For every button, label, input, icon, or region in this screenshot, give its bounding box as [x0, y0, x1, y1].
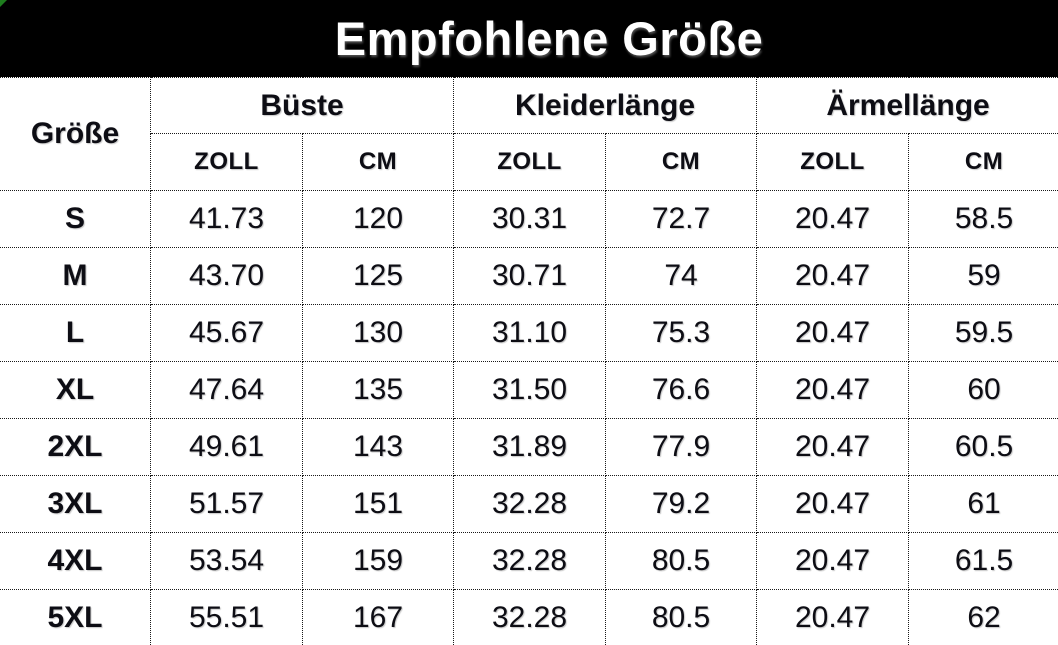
table-cell: 20.47 — [756, 247, 910, 305]
unit-header-aermellaenge-zoll: ZOLL — [756, 133, 910, 191]
table-cell: 125 — [301, 247, 455, 305]
unit-header-aermellaenge-cm: CM — [908, 133, 1058, 191]
table-cell: 151 — [301, 475, 455, 533]
unit-header-bueste-cm: CM — [301, 133, 455, 191]
table-row-l: L 45.67 130 31.10 75.3 20.47 59.5 — [0, 304, 1058, 362]
table-cell: 31.50 — [453, 361, 607, 419]
table-cell: 20.47 — [756, 361, 910, 419]
table-cell: 49.61 — [150, 418, 303, 476]
table-cell: 32.28 — [453, 589, 607, 645]
table-cell: 59.5 — [908, 304, 1058, 362]
title-bar: Empfohlene Größe — [0, 0, 1058, 77]
table-row-5xl: 5XL 55.51 167 32.28 80.5 20.47 62 — [0, 589, 1058, 645]
size-label: S — [0, 190, 151, 248]
table-cell: 47.64 — [150, 361, 303, 419]
table-cell: 80.5 — [605, 532, 758, 590]
size-label: XL — [0, 361, 151, 419]
table-cell: 120 — [301, 190, 455, 248]
table-cell: 61 — [908, 475, 1058, 533]
table-row-4xl: 4XL 53.54 159 32.28 80.5 20.47 61.5 — [0, 532, 1058, 590]
table-cell: 30.71 — [453, 247, 607, 305]
table-cell: 53.54 — [150, 532, 303, 590]
table-cell: 31.10 — [453, 304, 607, 362]
table-cell: 20.47 — [756, 589, 910, 645]
table-cell: 20.47 — [756, 475, 910, 533]
size-label: L — [0, 304, 151, 362]
table-unit-header-row: ZOLL CM ZOLL CM ZOLL CM — [0, 133, 1058, 191]
table-cell: 45.67 — [150, 304, 303, 362]
table-row-xl: XL 47.64 135 31.50 76.6 20.47 60 — [0, 361, 1058, 419]
table-cell: 20.47 — [756, 304, 910, 362]
table-cell: 76.6 — [605, 361, 758, 419]
column-group-bueste: Büste — [149, 77, 455, 134]
table-cell: 75.3 — [605, 304, 758, 362]
table-cell: 20.47 — [756, 418, 910, 476]
table-cell: 80.5 — [605, 589, 758, 645]
table-cell: 74 — [605, 247, 758, 305]
table-group-header-row: Größe Büste Kleiderlänge Ärmellänge — [0, 77, 1058, 191]
table-cell: 62 — [908, 589, 1058, 645]
table-cell: 20.47 — [756, 190, 910, 248]
size-label: 5XL — [0, 589, 151, 645]
table-cell: 130 — [301, 304, 455, 362]
table-cell: 20.47 — [756, 532, 910, 590]
table-cell: 30.31 — [453, 190, 607, 248]
table-cell: 41.73 — [150, 190, 303, 248]
column-group-aermellaenge: Ärmellänge — [756, 77, 1058, 134]
table-cell: 77.9 — [605, 418, 758, 476]
size-label: 2XL — [0, 418, 151, 476]
unit-header-kleiderlaenge-cm: CM — [605, 133, 758, 191]
column-header-size: Größe — [0, 77, 151, 191]
table-cell: 143 — [301, 418, 455, 476]
table-cell: 32.28 — [453, 532, 607, 590]
column-group-kleiderlaenge: Kleiderlänge — [453, 77, 758, 134]
size-table: Größe Büste Kleiderlänge Ärmellänge ZOLL… — [0, 77, 1058, 645]
corner-accent-triangle — [0, 0, 7, 7]
size-label: 4XL — [0, 532, 151, 590]
table-row-s: S 41.73 120 30.31 72.7 20.47 58.5 — [0, 190, 1058, 248]
table-cell: 61.5 — [908, 532, 1058, 590]
table-cell: 59 — [908, 247, 1058, 305]
table-cell: 159 — [301, 532, 455, 590]
table-cell: 60.5 — [908, 418, 1058, 476]
unit-header-bueste-zoll: ZOLL — [150, 133, 303, 191]
unit-header-kleiderlaenge-zoll: ZOLL — [453, 133, 607, 191]
table-cell: 51.57 — [150, 475, 303, 533]
table-cell: 72.7 — [605, 190, 758, 248]
table-cell: 58.5 — [908, 190, 1058, 248]
table-cell: 55.51 — [150, 589, 303, 645]
size-label: M — [0, 247, 151, 305]
table-cell: 60 — [908, 361, 1058, 419]
table-cell: 79.2 — [605, 475, 758, 533]
size-label: 3XL — [0, 475, 151, 533]
table-row-3xl: 3XL 51.57 151 32.28 79.2 20.47 61 — [0, 475, 1058, 533]
table-cell: 167 — [301, 589, 455, 645]
table-cell: 31.89 — [453, 418, 607, 476]
table-row-2xl: 2XL 49.61 143 31.89 77.9 20.47 60.5 — [0, 418, 1058, 476]
table-row-m: M 43.70 125 30.71 74 20.47 59 — [0, 247, 1058, 305]
table-cell: 43.70 — [150, 247, 303, 305]
table-cell: 135 — [301, 361, 455, 419]
table-cell: 32.28 — [453, 475, 607, 533]
page-title: Empfohlene Größe — [334, 12, 764, 65]
